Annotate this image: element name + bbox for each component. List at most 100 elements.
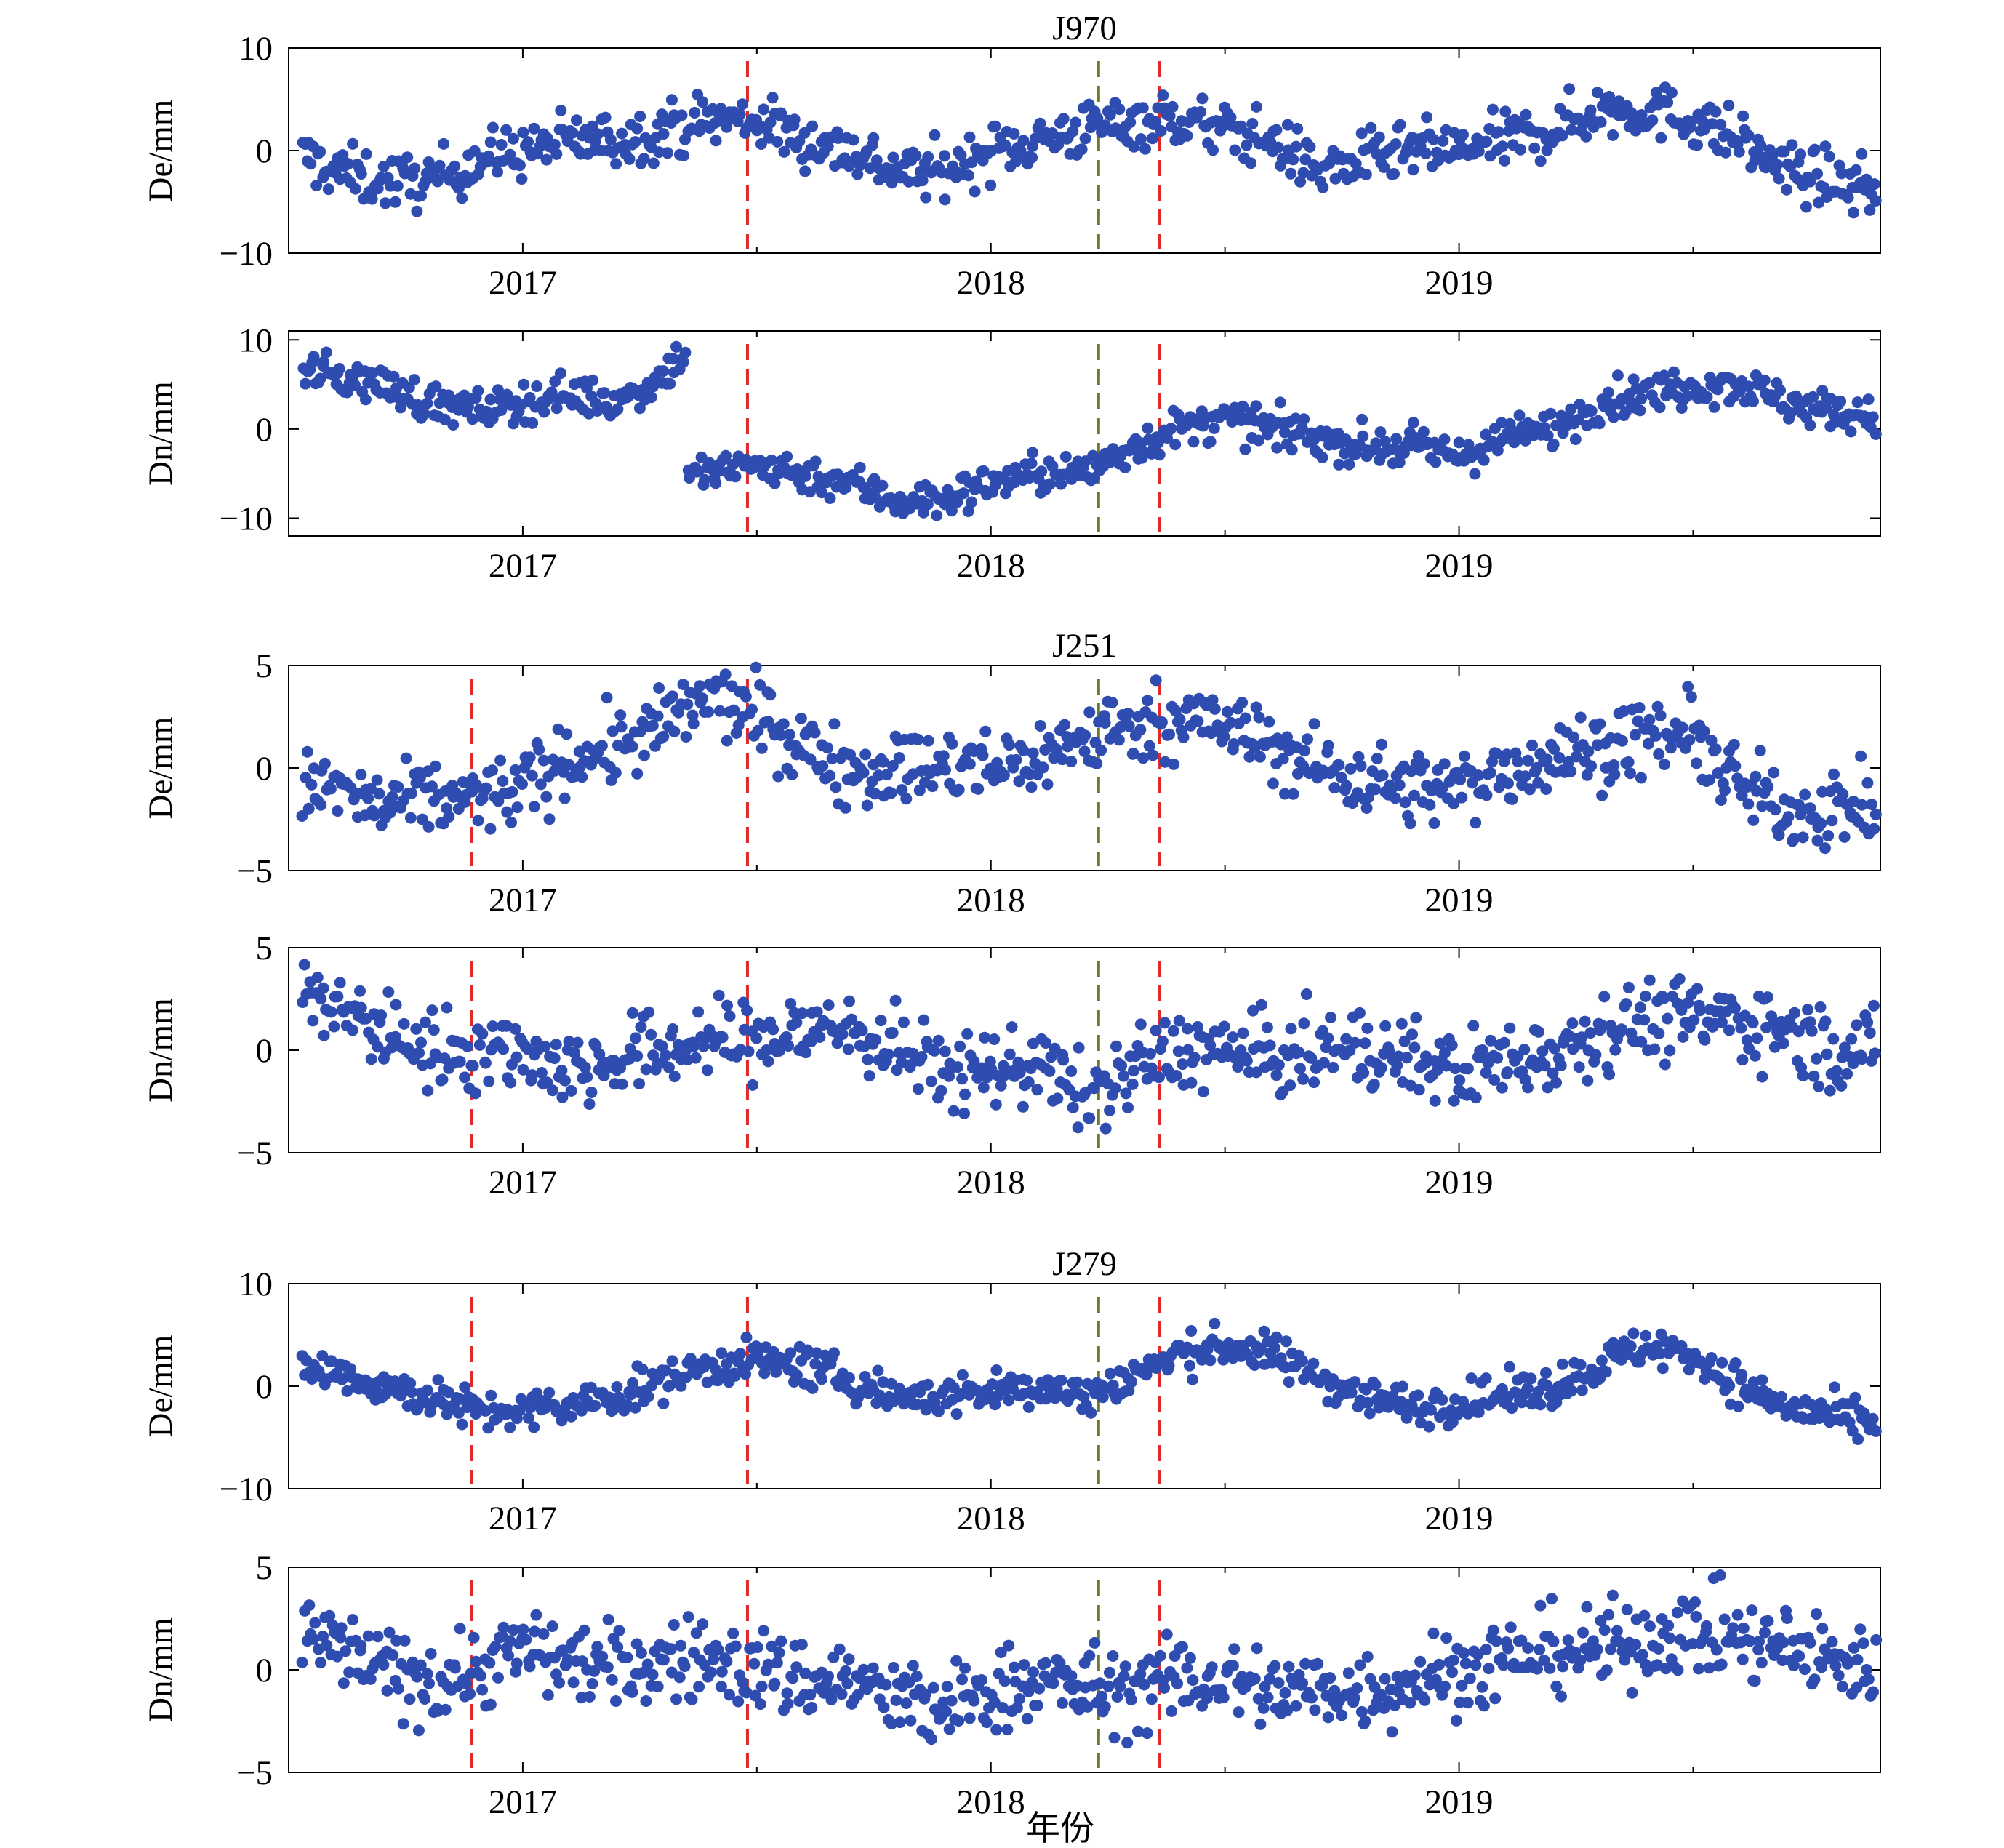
data-point — [318, 1029, 330, 1041]
data-point — [1813, 1080, 1825, 1092]
data-point — [1585, 405, 1598, 417]
data-point — [452, 182, 465, 194]
data-point — [548, 138, 561, 151]
data-point — [877, 756, 889, 768]
data-point — [1324, 1672, 1336, 1684]
data-point — [1555, 1060, 1567, 1071]
data-point — [513, 159, 526, 172]
data-point — [615, 721, 628, 733]
data-point — [1308, 1076, 1320, 1089]
data-point — [1305, 1052, 1318, 1064]
data-point — [1253, 711, 1265, 724]
data-point — [1046, 127, 1059, 139]
data-point — [1176, 1641, 1188, 1653]
data-point — [1506, 793, 1518, 805]
data-point — [887, 1662, 899, 1673]
data-point — [609, 767, 622, 779]
data-point — [863, 1070, 875, 1082]
data-point — [389, 196, 401, 208]
data-point — [1602, 386, 1614, 399]
data-point — [540, 153, 553, 166]
data-point — [956, 1673, 968, 1686]
data-point — [1059, 719, 1071, 731]
data-point — [1423, 1420, 1435, 1433]
data-point — [1316, 452, 1328, 463]
data-point — [1209, 703, 1221, 715]
data-point — [1158, 1017, 1171, 1029]
data-point — [1546, 1593, 1558, 1605]
data-point — [766, 92, 779, 104]
data-point — [322, 183, 334, 196]
data-point — [939, 1045, 951, 1057]
data-point — [795, 712, 807, 724]
data-point — [835, 1688, 848, 1700]
data-point — [1854, 1623, 1867, 1636]
data-point — [1393, 779, 1406, 791]
data-point — [505, 1076, 517, 1089]
data-point — [1846, 1425, 1859, 1437]
data-point — [340, 1645, 352, 1657]
data-point — [843, 1372, 855, 1384]
data-point — [404, 1693, 416, 1705]
data-point — [799, 1667, 811, 1679]
data-point — [1345, 1386, 1358, 1399]
data-point — [769, 1677, 781, 1689]
data-point — [678, 149, 690, 161]
data-point — [510, 1051, 523, 1063]
data-point — [1003, 1639, 1015, 1652]
data-point — [1299, 745, 1310, 757]
data-point — [1349, 1376, 1361, 1388]
data-point — [657, 365, 670, 377]
data-point — [1868, 823, 1880, 835]
data-point — [1008, 127, 1020, 140]
data-point — [484, 1657, 496, 1669]
data-point — [861, 799, 873, 812]
data-point — [1026, 151, 1038, 164]
data-point — [988, 1033, 1001, 1045]
data-point — [1369, 1379, 1382, 1391]
data-point — [1851, 396, 1864, 409]
y-tick-label: 5 — [256, 929, 273, 967]
data-point — [1723, 99, 1735, 111]
data-point — [554, 367, 566, 380]
data-point — [1795, 148, 1807, 161]
data-point — [1134, 1018, 1147, 1031]
data-point — [308, 1633, 320, 1645]
data-point — [1057, 1054, 1070, 1066]
data-point — [1576, 1031, 1588, 1044]
data-point — [840, 1665, 852, 1677]
data-point — [454, 1393, 466, 1405]
data-point — [563, 1036, 575, 1047]
data-point — [1848, 207, 1859, 219]
data-point — [646, 719, 659, 732]
data-point — [741, 1004, 753, 1017]
data-point — [1826, 1636, 1838, 1648]
data-point — [869, 491, 881, 503]
data-point — [1128, 140, 1140, 153]
data-point — [1251, 1642, 1263, 1655]
data-point — [449, 160, 461, 172]
data-point — [1128, 444, 1139, 456]
data-point — [785, 998, 797, 1009]
data-point — [751, 1641, 763, 1653]
data-point — [1566, 1385, 1578, 1397]
data-point — [886, 760, 899, 772]
data-point — [631, 767, 644, 780]
data-point — [1300, 988, 1312, 1000]
data-point — [1429, 1095, 1441, 1107]
data-point — [1017, 744, 1030, 756]
data-point — [529, 1625, 541, 1638]
data-point — [1773, 829, 1785, 841]
data-point — [1167, 1025, 1179, 1037]
data-point — [1832, 1669, 1845, 1681]
data-point — [1187, 1373, 1198, 1385]
data-point — [832, 468, 844, 481]
data-point — [708, 1653, 720, 1665]
data-point — [1279, 788, 1291, 800]
data-point — [426, 1004, 438, 1017]
data-point — [492, 166, 503, 178]
data-point — [412, 1724, 425, 1737]
data-point — [729, 1369, 741, 1382]
data-point — [1400, 1412, 1413, 1424]
